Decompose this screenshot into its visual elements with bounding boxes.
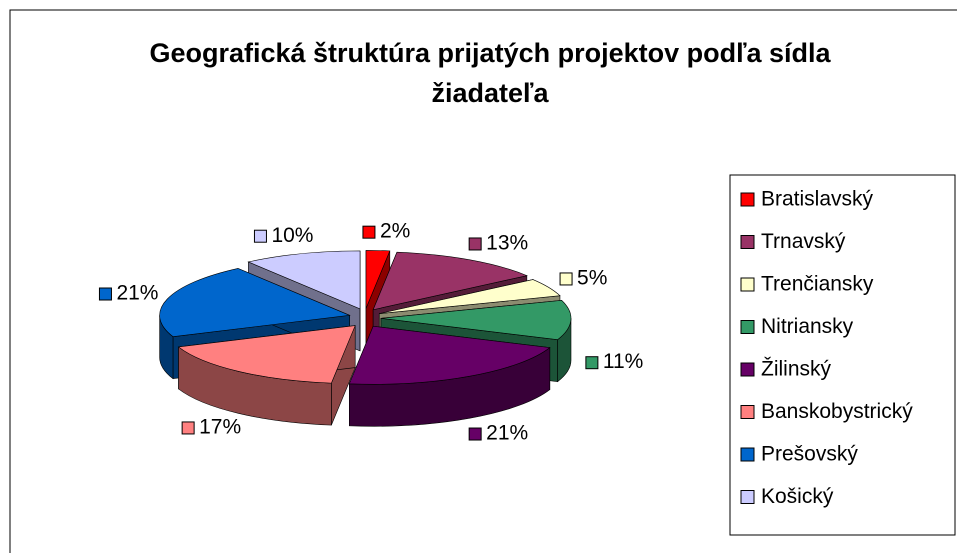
legend-label: Prešovský	[761, 443, 858, 466]
slice	[159, 268, 351, 337]
data-label: 11%	[603, 350, 643, 373]
data-label: 10%	[271, 224, 313, 247]
legend-label: Banskobystrický	[761, 400, 913, 423]
slice	[372, 251, 528, 311]
legend-swatch	[740, 320, 755, 334]
data-label: 5%	[577, 267, 607, 290]
label-swatch	[585, 356, 599, 370]
data-label: 21%	[486, 422, 528, 445]
chart-title-line-1: Geografická štruktúra prijatých projekto…	[149, 38, 831, 68]
legend-swatch	[740, 447, 755, 462]
legend-box	[729, 174, 956, 536]
legend-swatch	[740, 405, 755, 419]
legend-label: Trnavský	[761, 230, 846, 253]
label-swatch	[362, 225, 376, 239]
slice	[247, 250, 361, 310]
legend-swatch	[740, 277, 755, 292]
slice	[177, 325, 356, 384]
data-label: 17%	[199, 416, 241, 439]
label-swatch	[181, 421, 195, 435]
legend-swatch	[740, 362, 755, 377]
legend-label: Bratislavský	[761, 188, 874, 211]
slice	[365, 250, 391, 309]
slice	[380, 300, 572, 340]
legend-label: Trenčiansky	[761, 273, 874, 296]
label-swatch	[468, 427, 482, 441]
legend-swatch	[740, 490, 755, 504]
label-swatch	[253, 229, 267, 243]
data-label: 2%	[380, 220, 410, 243]
legend-label: Žilinský	[761, 358, 832, 381]
label-swatch	[468, 237, 482, 251]
legend-swatch	[740, 235, 755, 249]
pie	[159, 250, 572, 427]
label-swatch	[559, 272, 573, 286]
data-label: 13%	[486, 232, 528, 255]
chart-title-line-2: žiadateľa	[432, 78, 550, 108]
legend-swatch	[740, 192, 755, 207]
data-label: 21%	[116, 282, 158, 305]
label-swatch	[98, 287, 112, 301]
legend-label: Košický	[761, 485, 834, 508]
legend-label: Nitriansky	[761, 315, 854, 338]
slice	[348, 325, 551, 385]
slice	[379, 279, 561, 314]
